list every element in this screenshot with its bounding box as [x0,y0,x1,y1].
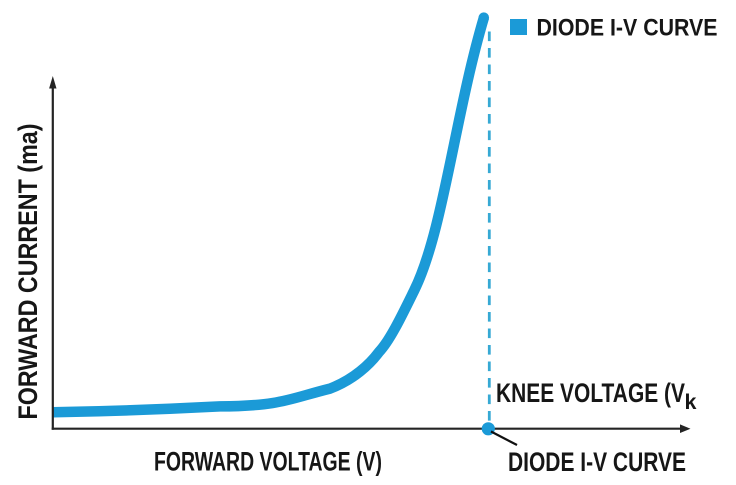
svg-text:FORWARD CURRENT (ma): FORWARD CURRENT (ma) [13,124,43,420]
svg-text:DIODE I-V CURVE: DIODE I-V CURVE [508,447,686,477]
svg-text:KNEE VOLTAGE (V: KNEE VOLTAGE (V [496,378,685,408]
svg-text:FORWARD VOLTAGE (V): FORWARD VOLTAGE (V) [154,446,382,476]
svg-text:k: k [685,390,697,414]
svg-text:DIODE I-V CURVE: DIODE I-V CURVE [537,15,718,42]
